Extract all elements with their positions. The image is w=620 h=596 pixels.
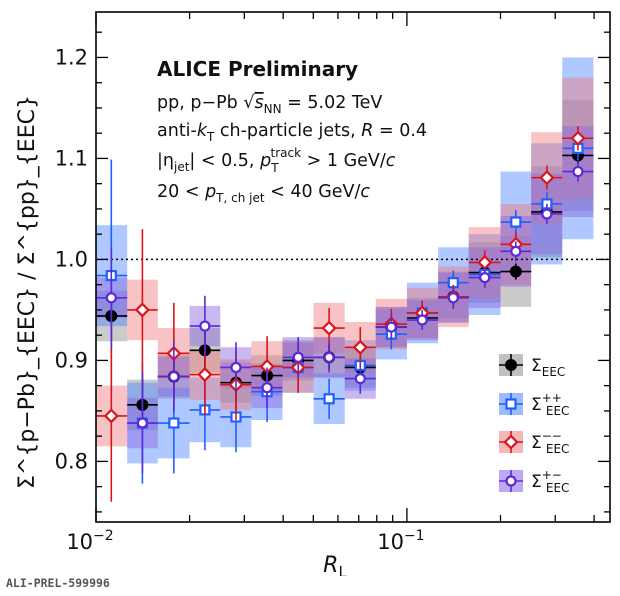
data-points [96,126,594,502]
y-tick-label: 1.2 [55,45,88,69]
data-point-s3-p6 [292,351,304,363]
data-point-s3-p14 [541,208,553,220]
data-point-s3-p9 [385,321,397,333]
legend-marker-1 [505,398,517,410]
annotation-line-jets: anti-kT ch-particle jets, R = 0.4 [157,121,427,144]
data-point-s3-p2 [168,370,180,383]
legend-label-0: ΣEEC [531,356,565,379]
x-tick-label: 10−1 [377,528,424,554]
data-point-s2-p0 [103,408,119,424]
y-tick-label: 0.8 [55,449,88,473]
data-point-s1-p13 [510,216,522,228]
chart-plot: 0.8 0.9 1.0 1.1 1.2 10−2 10−1 ALICE Preliminar… [15,11,611,576]
data-point-s1-p2 [168,417,180,429]
annotation-line-cuts: |ηjet| < 0.5, pTtrack > 1 GeV/c [157,146,396,175]
data-point-s3-p7 [323,351,335,363]
legend-marker-3 [505,475,517,487]
x-tick-label: 10−2 [66,528,113,554]
annotation-line-pt-range: 20 < pT, ch jet < 40 GeV/c [157,182,370,205]
data-point-s2-p15 [570,130,586,146]
y-tick-label: 1.1 [55,146,88,170]
legend-label-1: Σ++ EEC [531,391,569,418]
legend-marker-0 [505,359,517,371]
annotation-line-energy: pp, p−Pb √sNN = 5.02 TeV [157,93,382,116]
plot-frame [95,11,611,523]
data-point-s3-p3 [199,320,211,332]
data-point-s3-p5 [261,382,273,394]
data-point-s2-p14 [539,170,555,186]
y-tick-label: 0.9 [55,348,88,372]
data-point-s3-p8 [354,372,366,385]
data-point-s1-p7 [323,393,335,405]
legend: ΣEEC Σ++ EEC Σ−− EEC Σ+− EEC [499,354,569,495]
data-point-s3-p15 [572,165,584,178]
data-point-s3-p0 [105,292,117,304]
data-point-s2-p3 [197,366,213,383]
plot-frame-box [95,11,611,523]
data-point-s3-p13 [510,245,522,257]
data-point-s2-p8 [352,339,368,355]
data-point-s3-p4 [230,361,242,374]
data-point-s3-p12 [479,272,491,284]
y-axis-title: Σ^{p−Pb}_{EEC} / Σ^{pp}_{EEC} [15,95,40,489]
data-point-s3-p11 [447,292,459,304]
legend-label-2: Σ−− EEC [531,429,569,456]
data-point-s2-p7 [321,320,337,336]
x-axis-title: RL [323,553,347,576]
data-point-s3-p1 [136,417,148,429]
y-tick-label: 1.0 [55,247,88,271]
data-point-s3-p10 [416,314,428,326]
legend-label-3: Σ+− EEC [531,468,569,495]
axis-ticks: 0.8 0.9 1.0 1.1 1.2 10−2 10−1 [55,12,610,554]
annotation-title: ALICE Preliminary [157,57,358,81]
data-point-s2-p1 [134,302,150,318]
legend-marker-2 [503,434,519,450]
figure-id-footer: ALI-PREL-599996 [6,576,110,590]
data-point-s0-p13 [509,265,522,278]
